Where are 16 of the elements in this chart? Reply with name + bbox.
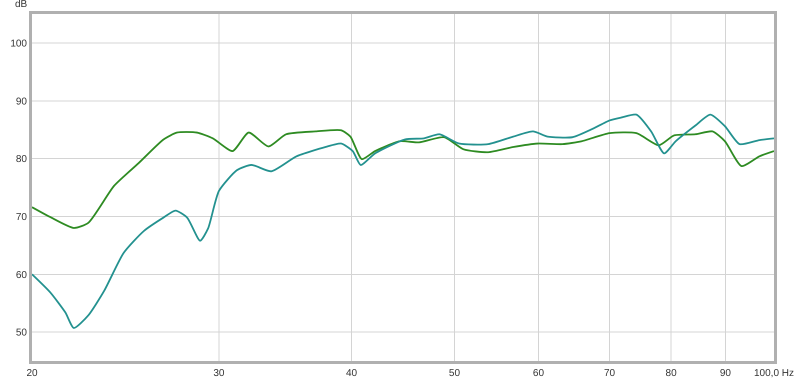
x-tick-label: 40 [346,368,358,379]
x-tick-label: 20 [26,368,38,379]
y-tick-label: 70 [16,212,28,223]
x-tick-label: 60 [532,368,544,379]
y-tick-label: 90 [16,96,28,108]
y-tick-label: 50 [16,328,28,339]
x-tick-label: 90 [720,368,732,379]
x-tick-label: 80 [666,368,678,379]
x-tick-label: 50 [448,368,460,379]
x-tick-label: 100,0 Hz [754,368,794,379]
y-axis-title: dB [15,0,28,10]
y-tick-label: 60 [16,270,28,281]
y-tick-label: 100 [10,38,28,50]
x-tick-label: 30 [213,368,225,379]
y-tick-label: 80 [16,154,28,166]
x-tick-label: 70 [604,368,616,379]
